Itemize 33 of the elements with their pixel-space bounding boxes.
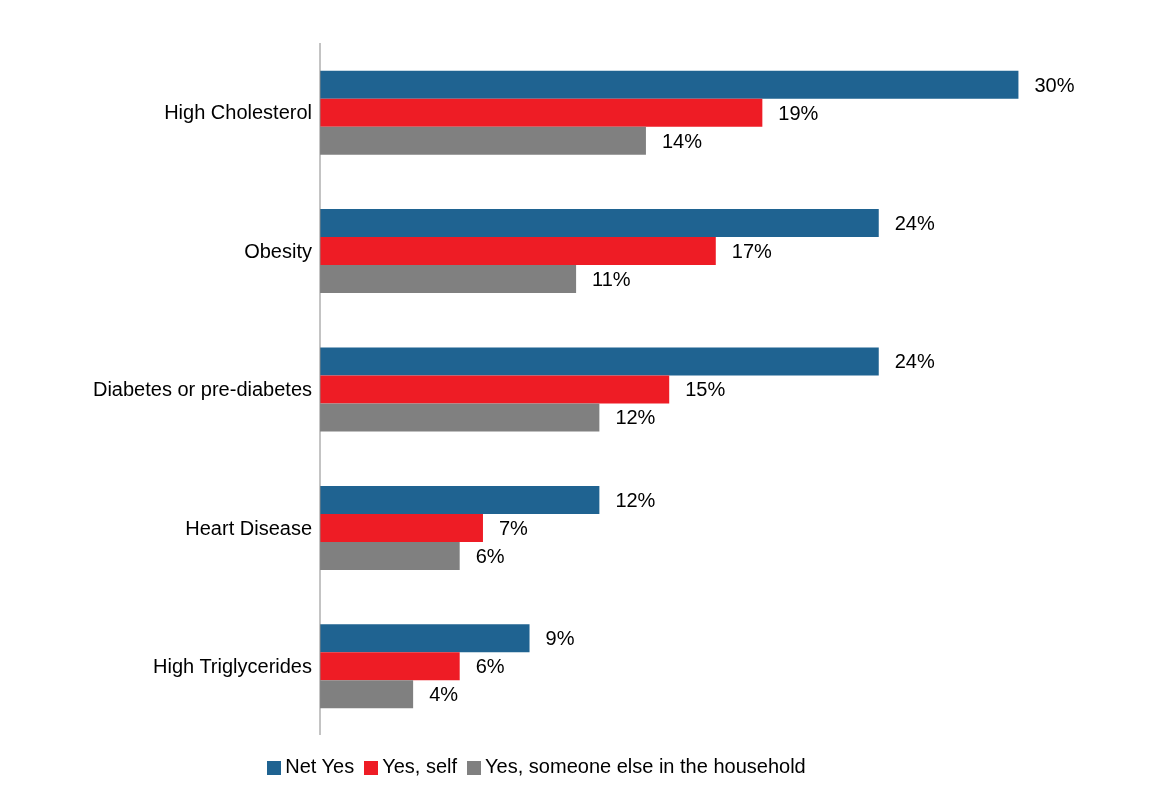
data-label: 6%: [475, 544, 505, 567]
legend-label: Yes, self: [382, 755, 458, 777]
bar: [320, 347, 879, 376]
data-label: 30%: [1034, 73, 1075, 96]
bar: [320, 98, 763, 127]
data-label: 17%: [731, 240, 773, 263]
data-label: 7%: [498, 516, 529, 539]
bar: [320, 70, 1019, 99]
legend-label: Net Yes: [285, 755, 355, 777]
data-label: 11%: [592, 268, 631, 291]
data-label: 14%: [661, 129, 703, 152]
bar: [320, 652, 460, 681]
data-label: 24%: [894, 212, 935, 235]
data-label: 24%: [894, 350, 935, 373]
bar: [320, 375, 670, 404]
y-tick-label: High Cholesterol: [164, 101, 312, 124]
y-tick-label: High Triglycerides: [153, 654, 312, 677]
data-label: 4%: [429, 683, 459, 706]
y-tick-label: Heart Disease: [185, 516, 312, 539]
data-label: 6%: [475, 655, 505, 678]
bar: [320, 485, 600, 514]
legend-label: Yes, someone else in the household: [485, 755, 806, 777]
bar: [320, 209, 879, 238]
data-label: 12%: [615, 488, 656, 511]
data-label: 12%: [615, 406, 656, 429]
data-label: 9%: [545, 627, 575, 650]
data-label: 15%: [685, 378, 726, 401]
bar: [320, 624, 530, 653]
bar: [320, 237, 716, 266]
bar: [320, 513, 483, 542]
data-label: 19%: [778, 101, 819, 124]
y-tick-label: Obesity: [244, 239, 312, 262]
y-tick-label: Diabetes or pre-diabetes: [92, 378, 312, 401]
